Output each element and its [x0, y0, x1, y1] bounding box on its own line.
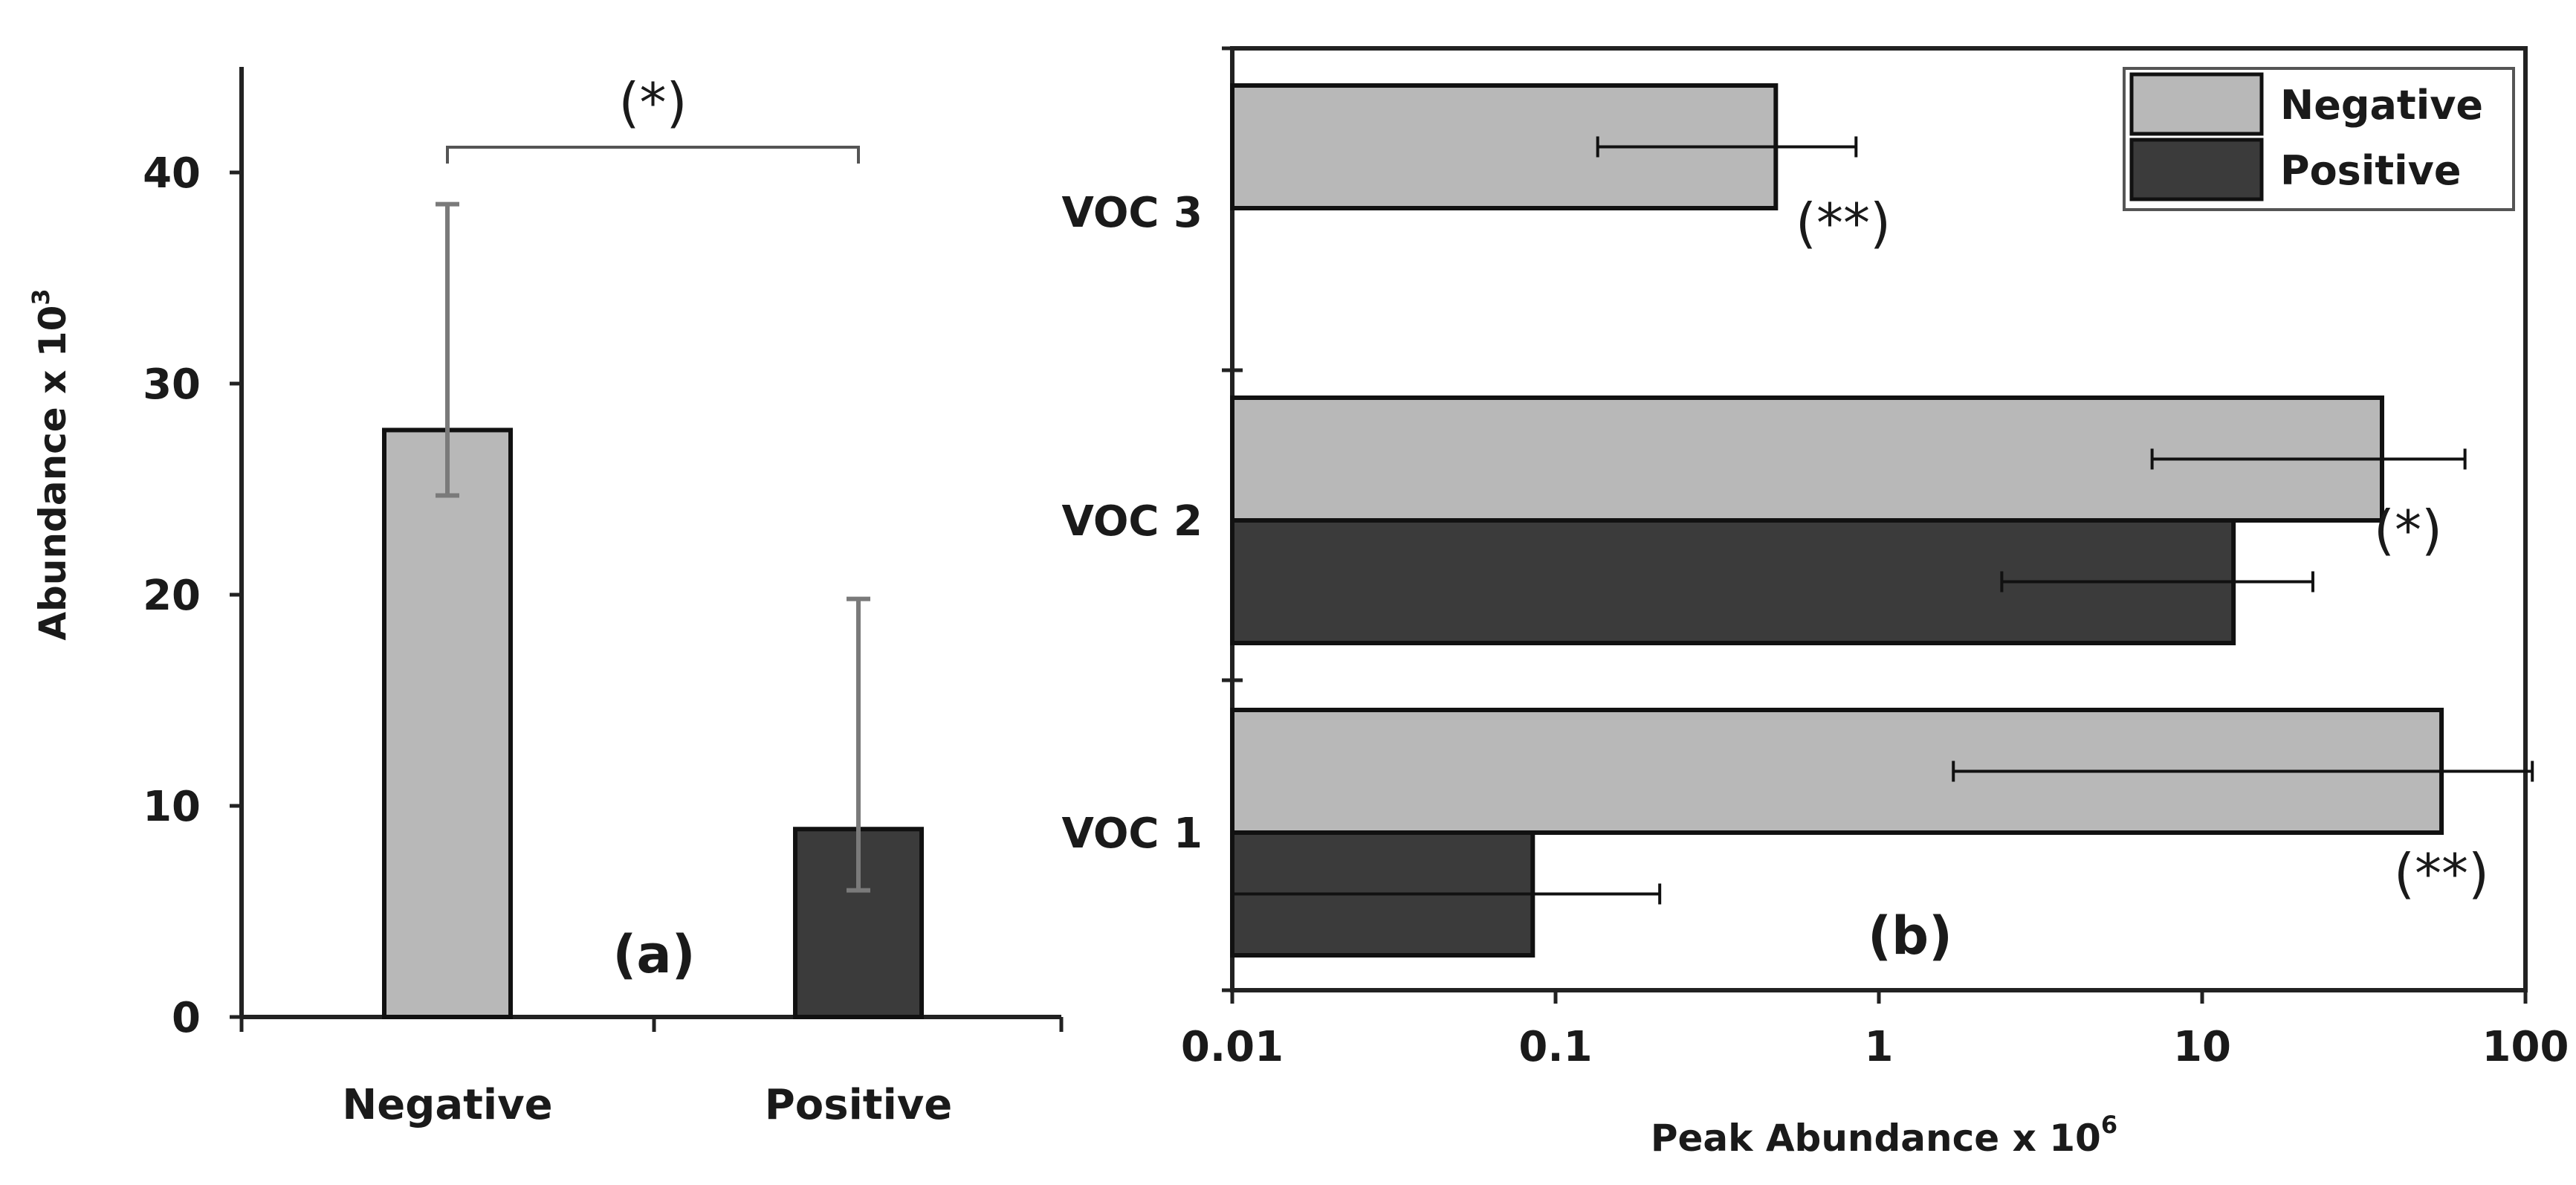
panel-b-hbar-chart: Peak Abundance x 106 (b) 0.01 0.1 1 10 100 VO… [1061, 46, 2569, 1160]
panel-b-significance-label: (*) [2374, 499, 2442, 561]
panel-b-legend-swatch-positive [2129, 138, 2264, 201]
panel-a-ylabel: Abundance x 103 [27, 288, 74, 640]
panel-b-category-label: VOC 3 [1061, 189, 1203, 237]
panel-b-category-label: VOC 1 [1061, 810, 1203, 858]
panel-b-xtick-label: 0.1 [1518, 1023, 1592, 1071]
panel-a-ytick-label: 30 [143, 361, 201, 409]
panel-b-legend-label: Positive [2280, 147, 2461, 194]
panel-a-bar-chart: Abundance x 103 (a) 0 10 20 30 40 Negative Pos… [27, 67, 1064, 1129]
panel-a-bar-negative [382, 427, 513, 1019]
panel-a-ytick-label: 20 [143, 572, 201, 620]
panel-a-ytick-label: 10 [143, 783, 201, 831]
panel-a-significance-bracket [446, 146, 860, 164]
panel-a-label: (a) [612, 924, 695, 985]
panel-b-xlabel: Peak Abundance x 106 [1651, 1111, 2117, 1160]
panel-b-xtick-label: 10 [2173, 1023, 2231, 1071]
panel-b-legend-swatch-negative [2129, 72, 2264, 136]
panel-b-bar-negative-voc-2 [1230, 395, 2384, 523]
panel-b-category-label: VOC 2 [1061, 497, 1203, 546]
panel-b-xtick-label: 0.01 [1181, 1023, 1284, 1071]
panel-a-category-label: Negative [342, 1081, 552, 1129]
panel-b-xtick-label: 100 [2482, 1023, 2569, 1071]
panel-b-legend-label: Negative [2280, 82, 2483, 129]
panel-a-category-label: Positive [765, 1081, 953, 1129]
panel-a-ytick-label: 0 [172, 994, 201, 1042]
panel-b-significance-label: (**) [2394, 842, 2489, 905]
panel-a-ytick-label: 40 [143, 149, 201, 198]
panel-b-label: (b) [1868, 905, 1952, 966]
panel-a-bar-positive [793, 827, 924, 1019]
panel-a-significance-label: (*) [618, 71, 687, 134]
panel-b-significance-label: (**) [1796, 192, 1891, 254]
panel-b-xtick-label: 1 [1865, 1023, 1894, 1071]
panel-b-legend: Negative Positive [2123, 67, 2515, 211]
